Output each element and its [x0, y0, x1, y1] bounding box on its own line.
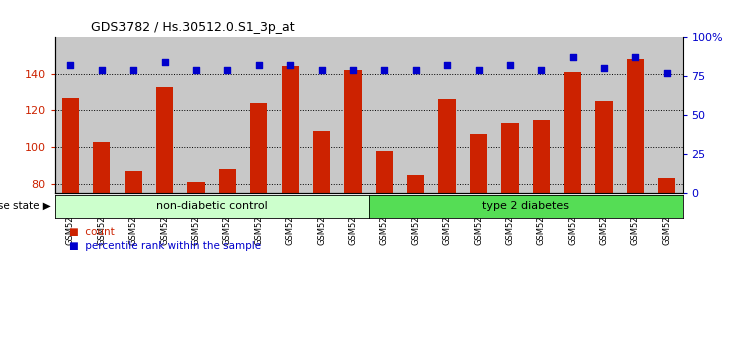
- Bar: [620, 37, 651, 193]
- Point: [96, 67, 108, 73]
- Bar: [658, 178, 675, 193]
- Bar: [533, 120, 550, 193]
- Bar: [526, 37, 557, 193]
- Bar: [337, 37, 369, 193]
- Point: [567, 55, 579, 60]
- Bar: [439, 99, 456, 193]
- Bar: [400, 37, 431, 193]
- Point: [190, 67, 201, 73]
- Bar: [219, 169, 236, 193]
- Bar: [463, 37, 494, 193]
- Bar: [557, 37, 588, 193]
- Point: [379, 67, 391, 73]
- Bar: [274, 37, 306, 193]
- Bar: [282, 67, 299, 193]
- Point: [536, 67, 548, 73]
- Bar: [564, 72, 581, 193]
- Text: type 2 diabetes: type 2 diabetes: [482, 201, 569, 211]
- Bar: [407, 175, 424, 193]
- Point: [222, 67, 234, 73]
- Bar: [125, 171, 142, 193]
- Bar: [376, 151, 393, 193]
- Point: [410, 67, 422, 73]
- Bar: [212, 37, 243, 193]
- Point: [316, 67, 328, 73]
- Bar: [651, 37, 683, 193]
- Bar: [596, 101, 612, 193]
- Point: [128, 67, 139, 73]
- Bar: [86, 37, 118, 193]
- Point: [661, 70, 673, 76]
- Bar: [470, 134, 487, 193]
- Bar: [588, 37, 620, 193]
- Point: [65, 62, 77, 68]
- Bar: [431, 37, 463, 193]
- Point: [441, 62, 453, 68]
- Bar: [502, 123, 518, 193]
- Bar: [345, 70, 361, 193]
- Bar: [149, 37, 180, 193]
- Bar: [250, 103, 267, 193]
- Bar: [180, 37, 212, 193]
- Bar: [306, 37, 337, 193]
- Point: [504, 62, 515, 68]
- Bar: [243, 37, 274, 193]
- Bar: [369, 37, 400, 193]
- Text: ■  count: ■ count: [69, 227, 115, 237]
- Point: [347, 67, 359, 73]
- Point: [630, 55, 642, 60]
- Bar: [62, 98, 79, 193]
- Bar: [313, 131, 330, 193]
- Text: GDS3782 / Hs.30512.0.S1_3p_at: GDS3782 / Hs.30512.0.S1_3p_at: [91, 21, 295, 34]
- Bar: [627, 59, 644, 193]
- Bar: [156, 87, 173, 193]
- Point: [285, 62, 296, 68]
- Point: [159, 59, 171, 65]
- Bar: [494, 37, 526, 193]
- Text: ■  percentile rank within the sample: ■ percentile rank within the sample: [69, 241, 261, 251]
- Point: [473, 67, 485, 73]
- Bar: [55, 37, 86, 193]
- Bar: [188, 182, 204, 193]
- Point: [253, 62, 265, 68]
- Text: disease state ▶: disease state ▶: [0, 201, 51, 211]
- Point: [599, 65, 610, 71]
- Bar: [93, 142, 110, 193]
- Bar: [118, 37, 149, 193]
- Text: non-diabetic control: non-diabetic control: [155, 201, 268, 211]
